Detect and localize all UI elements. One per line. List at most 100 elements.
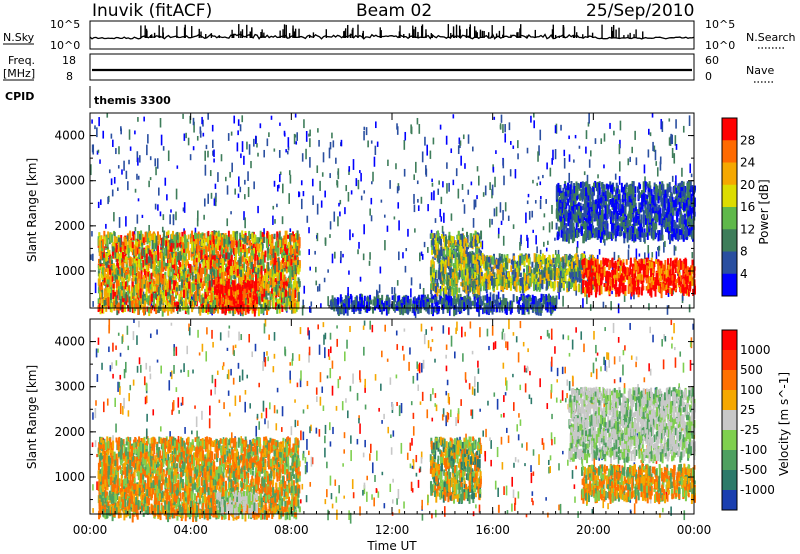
echo-cell: [289, 254, 292, 261]
echo-cell: [142, 252, 145, 257]
echo-cell: [283, 249, 286, 254]
echo-cell: [152, 291, 155, 298]
echo-cell: [543, 241, 545, 247]
echo-cell: [263, 236, 266, 243]
echo-cell: [155, 166, 157, 176]
echo-cell: [530, 115, 532, 123]
echo-cell: [491, 218, 493, 225]
echo-cell: [99, 159, 101, 164]
echo-cell: [443, 250, 446, 257]
echo-cell: [131, 241, 134, 249]
echo-cell: [226, 218, 229, 227]
echo-cell: [241, 307, 244, 314]
echo-cell: [237, 299, 240, 304]
echo-cell: [396, 123, 398, 130]
echo-cell: [237, 260, 240, 266]
echo-cell: [523, 268, 526, 273]
echo-cell: [297, 301, 300, 310]
echo-cell: [467, 283, 470, 291]
echo-cell: [456, 264, 459, 271]
echo-cell: [167, 242, 170, 251]
echo-cell: [562, 295, 564, 307]
echo-cell: [149, 273, 152, 282]
echo-cell: [225, 288, 228, 298]
echo-cell: [96, 127, 98, 138]
echo-cell: [247, 171, 249, 181]
echo-cell: [260, 275, 263, 281]
echo-cell: [285, 303, 288, 312]
echo-cell: [588, 113, 590, 124]
echo-cell: [165, 240, 168, 247]
echo-cell: [198, 298, 201, 303]
echo-cell: [187, 234, 190, 240]
echo-cell: [456, 273, 459, 283]
echo-cell: [121, 262, 124, 273]
echo-cell: [525, 274, 528, 284]
echo-cell: [281, 291, 284, 298]
echo-cell: [434, 271, 437, 280]
echo-cell: [675, 175, 677, 187]
echo-cell: [660, 118, 663, 130]
echo-cell: [111, 276, 114, 282]
echo-cell: [690, 173, 693, 178]
echo-cell: [141, 241, 144, 251]
echo-cell: [445, 135, 448, 145]
echo-cell: [528, 211, 531, 220]
echo-cell: [133, 249, 136, 258]
echo-cell: [363, 130, 365, 141]
echo-cell: [187, 250, 190, 261]
echo-cell: [165, 300, 168, 310]
echo-cell: [504, 133, 507, 143]
echo-cell: [348, 270, 350, 275]
echo-cell: [192, 234, 195, 242]
echo-cell: [448, 235, 451, 242]
echo-cell: [116, 252, 119, 259]
echo-cell: [250, 160, 252, 169]
echo-cell: [430, 192, 433, 201]
echo-cell: [267, 247, 270, 254]
echo-cell: [452, 272, 455, 280]
echo-cell: [468, 270, 471, 279]
echo-cell: [449, 280, 452, 286]
echo-cell: [124, 256, 127, 263]
echo-cell: [112, 242, 115, 247]
echo-cell: [465, 251, 468, 260]
echo-cell: [184, 256, 187, 261]
echo-cell: [603, 164, 605, 169]
echo-cell: [292, 231, 295, 237]
echo-cell: [541, 253, 544, 263]
echo-cell: [551, 281, 554, 289]
echo-cell: [181, 275, 184, 284]
echo-cell: [413, 193, 415, 204]
echo-cell: [635, 248, 638, 260]
echo-cell: [225, 252, 228, 259]
echo-cell: [111, 265, 114, 271]
echo-cell: [137, 305, 140, 315]
echo-cell: [149, 284, 152, 290]
echo-cell: [167, 230, 170, 235]
echo-cell: [219, 241, 222, 250]
echo-cell: [560, 124, 562, 131]
echo-cell: [238, 257, 241, 267]
echo-cell: [281, 284, 284, 291]
echo-cell: [482, 307, 484, 315]
echo-cell: [278, 184, 280, 189]
echo-cell: [162, 261, 165, 268]
echo-cell: [470, 301, 473, 306]
echo-cell: [117, 280, 120, 287]
echo-cell: [266, 230, 269, 241]
echo-cell: [258, 263, 261, 270]
cpid-value: themis 3300: [94, 94, 171, 107]
echo-cell: [100, 199, 102, 205]
echo-cell: [119, 237, 122, 248]
echo-cell: [237, 193, 240, 198]
echo-cell: [527, 253, 530, 261]
echo-cell: [332, 140, 335, 148]
echo-cell: [278, 288, 281, 297]
echo-cell: [285, 262, 288, 271]
echo-cell: [198, 254, 201, 263]
echo-cell: [458, 268, 461, 278]
echo-cell: [215, 259, 218, 267]
echo-cell: [216, 268, 219, 278]
echo-cell: [103, 300, 106, 307]
